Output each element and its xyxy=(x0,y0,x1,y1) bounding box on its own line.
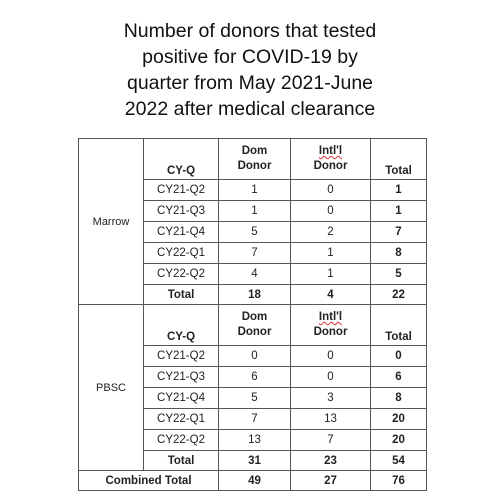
cell-total: 6 xyxy=(370,366,427,388)
cell-dom: 7 xyxy=(218,242,291,264)
chart-title-line-1: Number of donors that tested xyxy=(123,20,377,42)
cell-intl: 13 xyxy=(290,408,371,430)
cell-total: 20 xyxy=(370,408,427,430)
cell-intl: 1 xyxy=(290,263,371,285)
cell-intl: 0 xyxy=(290,179,371,201)
header-cyq: CY-Q xyxy=(143,138,219,180)
chart-title-line-4: 2022 after medical clearance xyxy=(124,98,376,120)
group-label-marrow: Marrow xyxy=(78,138,144,305)
cell-total: 20 xyxy=(370,429,427,451)
cell-intl: 1 xyxy=(290,242,371,264)
header-intl-line2: Donor xyxy=(313,160,348,172)
chart-title: Number of donors that tested positive fo… xyxy=(0,18,500,122)
header-dom-line1: Dom xyxy=(241,145,268,157)
cell-dom: 0 xyxy=(218,345,291,367)
table-row: CY22-Q2 4 1 5 xyxy=(79,263,427,285)
header-dom-line2: Donor xyxy=(237,326,272,338)
combined-total-label: Combined Total xyxy=(78,470,219,491)
cell-dom: 6 xyxy=(218,366,291,388)
total-label: Total xyxy=(143,450,219,471)
combined-total-intl: 27 xyxy=(290,470,371,491)
header-intl-line1: Intl'l xyxy=(318,311,343,323)
chart-title-line-3: quarter from May 2021-June xyxy=(126,72,374,94)
cell-total: 8 xyxy=(370,387,427,409)
cell-cyq: CY21-Q3 xyxy=(143,366,219,388)
cell-cyq: CY22-Q1 xyxy=(143,408,219,430)
total-total: 54 xyxy=(370,450,427,471)
cell-cyq: CY21-Q4 xyxy=(143,221,219,243)
header-intl-donor: Intl'l Donor xyxy=(290,138,371,180)
combined-total-total: 76 xyxy=(370,470,427,491)
cell-intl: 3 xyxy=(290,387,371,409)
cell-cyq: CY21-Q2 xyxy=(143,345,219,367)
chart-title-line-2: positive for COVID-19 by xyxy=(142,46,358,68)
cell-dom: 13 xyxy=(218,429,291,451)
cell-intl: 0 xyxy=(290,200,371,222)
cell-total: 8 xyxy=(370,242,427,264)
pbsc-total-row: Total 31 23 54 xyxy=(79,450,427,471)
cell-total: 1 xyxy=(370,200,427,222)
group-label-pbsc: PBSC xyxy=(78,304,144,471)
cell-dom: 7 xyxy=(218,408,291,430)
cell-dom: 1 xyxy=(218,200,291,222)
cell-cyq: CY22-Q2 xyxy=(143,429,219,451)
cell-cyq: CY22-Q1 xyxy=(143,242,219,264)
total-intl: 23 xyxy=(290,450,371,471)
cell-intl: 7 xyxy=(290,429,371,451)
header-dom-line2: Donor xyxy=(237,160,272,172)
header-cyq: CY-Q xyxy=(143,304,219,346)
table-row: CY21-Q2 0 0 0 xyxy=(79,345,427,367)
cell-dom: 4 xyxy=(218,263,291,285)
header-total: Total xyxy=(370,304,427,346)
total-intl: 4 xyxy=(290,284,371,305)
cell-intl: 0 xyxy=(290,345,371,367)
cell-total: 7 xyxy=(370,221,427,243)
table-row: CY21-Q4 5 3 8 xyxy=(79,387,427,409)
combined-total-dom: 49 xyxy=(218,470,291,491)
cell-dom: 5 xyxy=(218,387,291,409)
header-total: Total xyxy=(370,138,427,180)
header-intl-line2: Donor xyxy=(313,326,348,338)
marrow-header-row: Marrow CY-Q Dom Donor Intl'l Donor Total xyxy=(78,138,427,305)
cell-dom: 5 xyxy=(218,221,291,243)
table-row: CY21-Q3 1 0 1 xyxy=(79,200,427,222)
cell-cyq: CY22-Q2 xyxy=(143,263,219,285)
table-row: CY21-Q2 1 0 1 xyxy=(79,179,427,201)
cell-total: 5 xyxy=(370,263,427,285)
total-total: 22 xyxy=(370,284,427,305)
cell-total: 0 xyxy=(370,345,427,367)
total-dom: 31 xyxy=(218,450,291,471)
total-dom: 18 xyxy=(218,284,291,305)
header-intl-line1: Intl'l xyxy=(318,145,343,157)
cell-cyq: CY21-Q4 xyxy=(143,387,219,409)
combined-total-row: Combined Total 49 27 76 xyxy=(78,470,427,491)
table-row: CY21-Q3 6 0 6 xyxy=(79,366,427,388)
header-dom-donor: Dom Donor xyxy=(218,304,291,346)
donor-covid-table: Marrow CY-Q Dom Donor Intl'l Donor Total… xyxy=(78,138,427,491)
cell-dom: 1 xyxy=(218,179,291,201)
cell-cyq: CY21-Q3 xyxy=(143,200,219,222)
cell-intl: 0 xyxy=(290,366,371,388)
header-dom-line1: Dom xyxy=(241,311,268,323)
total-label: Total xyxy=(143,284,219,305)
header-dom-donor: Dom Donor xyxy=(218,138,291,180)
cell-intl: 2 xyxy=(290,221,371,243)
cell-total: 1 xyxy=(370,179,427,201)
table-row: CY22-Q2 13 7 20 xyxy=(79,429,427,451)
cell-cyq: CY21-Q2 xyxy=(143,179,219,201)
header-intl-donor: Intl'l Donor xyxy=(290,304,371,346)
pbsc-header-row: PBSC CY-Q Dom Donor Intl'l Donor Total xyxy=(78,304,427,471)
